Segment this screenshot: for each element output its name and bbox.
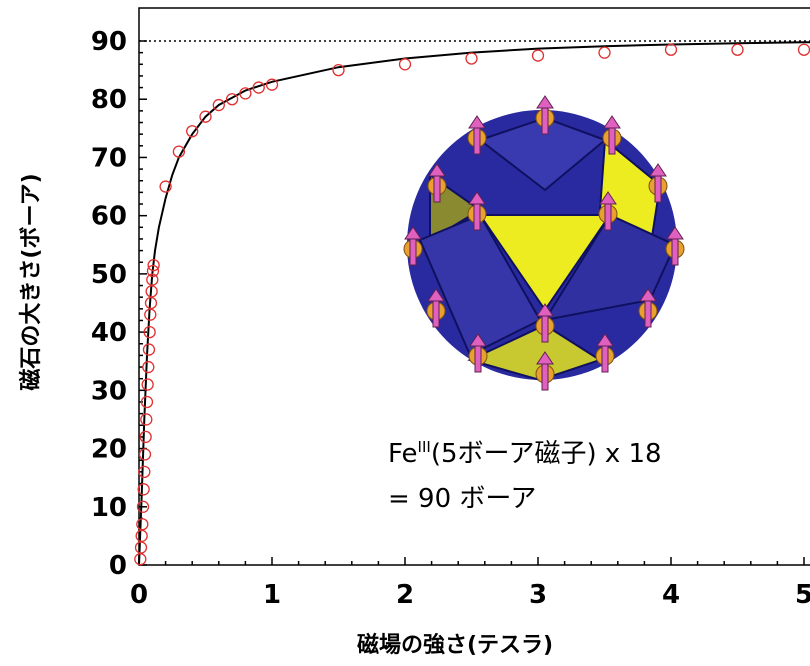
data-point (138, 465, 151, 478)
data-point (398, 58, 412, 71)
data-point (146, 273, 159, 286)
data-point (139, 430, 152, 444)
data-point (147, 259, 160, 272)
y-tick-label: 90 (91, 27, 127, 57)
spin-arrow-icon (648, 163, 668, 203)
data-point (142, 343, 156, 356)
y-tick-label: 40 (91, 318, 127, 348)
spin-arrow-icon (535, 95, 555, 135)
data-point (144, 308, 157, 321)
y-tick-label: 0 (109, 551, 127, 581)
spin-arrow-icon (638, 288, 658, 328)
plot-frame (138, 7, 810, 566)
annotation-line-2: = 90 ボーア (388, 484, 536, 514)
data-point (135, 529, 148, 543)
data-point (731, 43, 744, 56)
magnetic-cluster-illustration (403, 95, 685, 391)
spin-arrow-icon (403, 226, 423, 266)
y-tick-label: 10 (91, 493, 127, 523)
data-point (664, 43, 678, 56)
data-point (137, 483, 150, 496)
data-point (172, 145, 186, 158)
data-point (239, 87, 252, 100)
y-tick-label: 70 (91, 143, 127, 173)
y-tick-labels: 0 10 20 30 40 50 60 70 80 90 (91, 27, 127, 581)
data-point (598, 46, 611, 59)
data-point (199, 110, 212, 123)
data-point (140, 395, 154, 409)
data-point (159, 180, 172, 193)
y-tick-label: 80 (91, 85, 127, 115)
y-tick-label: 20 (91, 435, 127, 465)
data-point (140, 413, 153, 426)
data-point (252, 81, 265, 94)
spin-arrow-icon (467, 115, 487, 155)
x-tick-label: 0 (130, 580, 148, 610)
data-point (136, 500, 150, 513)
spin-arrow-icon (467, 191, 487, 231)
x-tick-label: 5 (795, 580, 810, 610)
x-tick-label: 2 (396, 580, 414, 610)
y-tick-label: 50 (91, 260, 127, 290)
y-tick-label: 60 (91, 202, 127, 232)
x-tick-label: 4 (662, 580, 680, 610)
data-point (145, 285, 158, 298)
spin-arrow-icon (665, 226, 685, 266)
y-tick-label: 30 (91, 376, 127, 406)
data-point (141, 378, 154, 391)
data-point (134, 553, 147, 566)
data-point (465, 52, 478, 65)
y-axis-label: 磁石の大きさ(ボーア) (18, 173, 44, 390)
x-tick-label: 3 (529, 580, 547, 610)
x-axis-label: 磁場の強さ(テスラ) (357, 632, 553, 658)
data-point (142, 360, 155, 374)
data-markers (134, 43, 810, 566)
x-tick-label: 1 (263, 580, 281, 610)
spin-arrow-icon (598, 191, 618, 231)
data-point (797, 43, 810, 56)
spin-arrow-icon (535, 303, 555, 343)
spin-arrow-icon (535, 351, 555, 391)
data-point (138, 448, 152, 461)
data-point (136, 518, 149, 531)
data-point (531, 49, 545, 62)
spin-arrow-icon (427, 163, 447, 203)
data-point (186, 125, 199, 138)
annotation-line-1: FeIII(5ボーア磁子) x 18 (388, 438, 662, 469)
spin-arrow-icon (595, 333, 615, 373)
spin-arrow-icon (468, 333, 488, 373)
data-point (134, 541, 148, 554)
x-tick-labels: 0 1 2 3 4 5 (130, 580, 810, 610)
data-point (212, 98, 225, 112)
data-point (332, 63, 345, 77)
data-point (265, 78, 279, 91)
spin-arrow-icon (602, 115, 622, 155)
data-point (225, 93, 239, 106)
data-point (146, 264, 160, 278)
spin-arrow-icon (426, 288, 446, 328)
data-point (143, 325, 156, 339)
data-point (144, 296, 158, 310)
